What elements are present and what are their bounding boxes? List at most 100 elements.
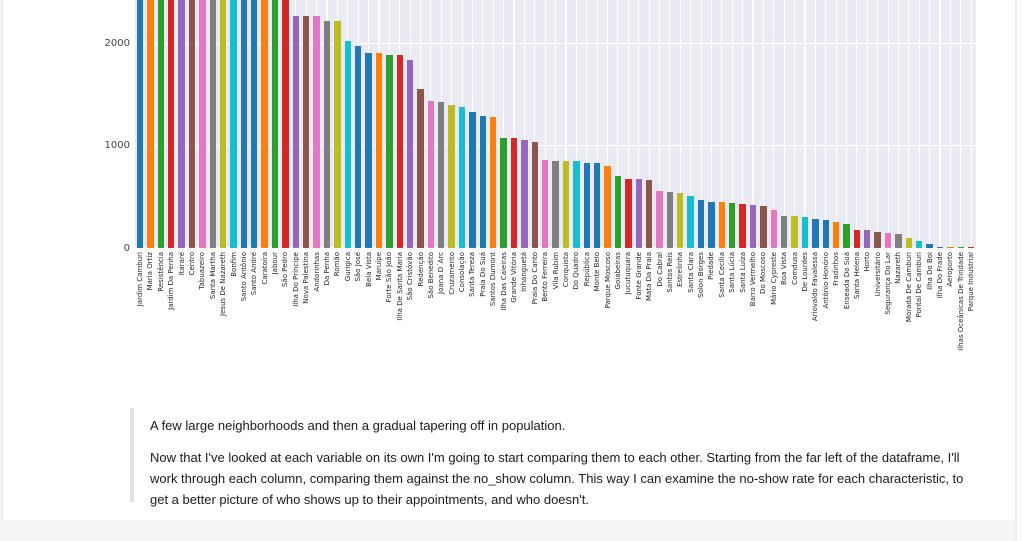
x-tick-label: Da Penha: [323, 251, 332, 285]
x-tick-label: Segurança Do Lar: [884, 251, 893, 315]
vertical-gridline: [960, 0, 962, 248]
vertical-gridline: [523, 0, 525, 248]
vertical-gridline: [762, 0, 764, 248]
bar: [406, 60, 414, 248]
bar: [822, 220, 829, 248]
x-tick-label: Praia Do Canto: [530, 251, 539, 304]
x-tick-label: Do Quadro: [572, 251, 581, 290]
vertical-gridline: [939, 0, 941, 248]
x-tick-label: Maria Ortiz: [146, 251, 155, 290]
markdown-text: A few large neighborhoods and then a gra…: [150, 415, 963, 520]
vertical-gridline: [908, 0, 910, 248]
vertical-gridline: [679, 0, 681, 248]
bar: [677, 192, 684, 248]
x-tick-label: Praia Do Suá: [478, 251, 487, 297]
bar: [292, 16, 300, 248]
markdown-line: A few large neighborhoods and then a gra…: [150, 418, 566, 433]
chart-plot-area: [134, 0, 977, 248]
vertical-gridline: [897, 0, 899, 248]
bar: [843, 223, 850, 248]
bar: [354, 45, 362, 248]
bar: [230, 0, 237, 248]
y-tick-label: 1000: [104, 140, 130, 152]
bar: [645, 180, 653, 248]
x-tick-label: Vila Rubim: [551, 251, 560, 289]
markdown-line: get a better picture of who shows up to …: [150, 491, 589, 507]
vertical-gridline: [544, 0, 546, 248]
markdown-paragraph: A few large neighborhoods and then a gra…: [150, 415, 960, 436]
bar: [313, 16, 320, 248]
x-tick-label: Santa Tereza: [468, 251, 477, 297]
x-tick-label: Jesus De Nazareth: [219, 251, 228, 316]
x-tick-label: Nova Palestina: [302, 251, 311, 304]
bar: [323, 21, 331, 248]
bar: [167, 0, 175, 248]
bar: [542, 160, 549, 248]
x-tick-label: Jardim Da Penha: [167, 251, 176, 310]
x-tick-label: São Benedito: [426, 251, 435, 299]
bar: [573, 161, 580, 248]
x-tick-label: Jucutuquara: [624, 251, 633, 294]
bar: [708, 201, 715, 248]
x-tick-label: Ilha Do Frade: [936, 251, 945, 298]
bar: [199, 0, 206, 248]
bar: [490, 117, 497, 248]
vertical-gridline: [877, 0, 879, 248]
x-tick-label: Ilha Das Caieiras: [499, 251, 508, 311]
x-tick-label: São Cristóvão: [406, 251, 415, 300]
vertical-gridline: [929, 0, 931, 248]
bar: [687, 196, 694, 248]
markdown-line: Now that I've looked at each variable on…: [150, 449, 960, 465]
x-tick-label: Jardim Camburi: [135, 251, 144, 306]
bar: [500, 138, 507, 248]
y-tick-label: 2000: [104, 37, 130, 49]
x-tick-label: Ilha De Santa Maria: [395, 251, 404, 321]
bar: [396, 55, 403, 248]
y-tick-label: 0: [123, 242, 130, 254]
bar: [614, 176, 622, 248]
x-tick-label: Universitário: [873, 251, 882, 297]
bar: [635, 179, 642, 248]
vertical-gridline: [575, 0, 577, 248]
vertical-gridline: [627, 0, 629, 248]
x-tick-label: Do Moscoso: [759, 251, 768, 294]
bar: [334, 21, 341, 248]
vertical-gridline: [638, 0, 640, 248]
bar: [531, 142, 538, 248]
x-tick-label: Inhanguetá: [520, 251, 529, 292]
x-tick-label: Santa Helena: [852, 251, 861, 299]
vertical-gridline: [513, 0, 515, 248]
vertical-gridline: [617, 0, 619, 248]
bar: [957, 247, 964, 248]
vertical-gridline: [596, 0, 598, 248]
bar: [884, 233, 892, 248]
vertical-gridline: [658, 0, 661, 248]
x-tick-label: Antônio Honório: [821, 251, 830, 309]
x-tick-label: Redenção: [416, 251, 425, 286]
vertical-gridline: [949, 0, 951, 248]
x-tick-label: Tabuazeiro: [198, 251, 207, 290]
x-tick-label: Mata Da Praia: [645, 251, 654, 301]
vertical-gridline: [866, 0, 868, 248]
x-tick-label: Resistência: [156, 251, 165, 292]
x-tick-label: Centro: [187, 251, 196, 275]
bar: [251, 0, 258, 248]
bar: [874, 232, 881, 248]
bar: [562, 161, 570, 248]
bar: [739, 204, 746, 248]
x-tick-label: Itararé: [177, 251, 186, 275]
vertical-gridline: [752, 0, 754, 248]
bar: [303, 16, 310, 248]
vertical-gridline: [534, 0, 536, 248]
bar: [832, 221, 840, 248]
vertical-gridline: [742, 0, 744, 248]
bar: [604, 165, 611, 248]
bar: [147, 0, 154, 248]
x-tick-label: Gurigica: [343, 251, 352, 281]
x-tick-label: Comdusa: [790, 251, 799, 285]
bar: [968, 247, 975, 248]
markdown-paragraph: Now that I've looked at each variable on…: [150, 447, 963, 510]
bar: [916, 240, 923, 248]
cell-collapser-bar[interactable]: [130, 408, 134, 502]
